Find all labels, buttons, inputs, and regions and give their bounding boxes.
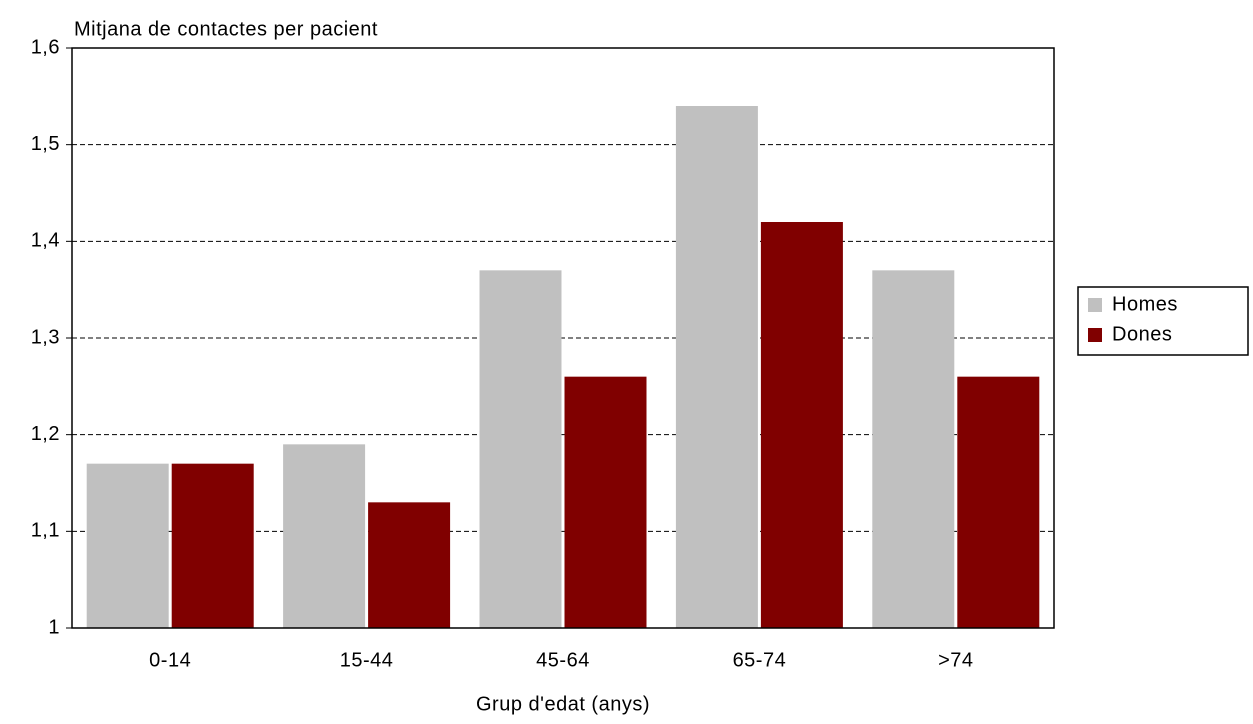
y-tick-label: 1,3 [31, 326, 60, 348]
bar [872, 270, 955, 628]
bar [283, 444, 366, 628]
legend-swatch [1088, 328, 1102, 342]
x-tick-label: >74 [938, 649, 973, 671]
bar [564, 376, 647, 628]
x-tick-label: 45-64 [536, 649, 590, 671]
y-tick-label: 1,2 [31, 423, 60, 445]
bar [675, 106, 758, 628]
bar [368, 502, 451, 628]
legend-box [1077, 286, 1249, 356]
y-tick-label: 1,6 [31, 36, 60, 58]
y-tick-label: 1 [48, 616, 60, 638]
bar [957, 376, 1040, 628]
bar [171, 463, 254, 628]
legend-label: Homes [1112, 293, 1178, 315]
plot-frame [71, 47, 1055, 629]
x-tick-label: 65-74 [733, 649, 787, 671]
y-tick-label: 1,5 [31, 133, 60, 155]
bar [479, 270, 562, 628]
chart-title: Mitjana de contactes per pacient [74, 18, 378, 40]
x-axis-label: Grup d'edat (anys) [476, 693, 650, 715]
legend-swatch [1088, 298, 1102, 312]
y-tick-label: 1,4 [31, 230, 60, 252]
x-tick-label: 0-14 [149, 649, 191, 671]
bar [760, 222, 843, 628]
x-tick-label: 15-44 [340, 649, 394, 671]
legend-label: Dones [1112, 323, 1172, 345]
y-tick-label: 1,1 [31, 520, 60, 542]
bar [86, 463, 169, 628]
